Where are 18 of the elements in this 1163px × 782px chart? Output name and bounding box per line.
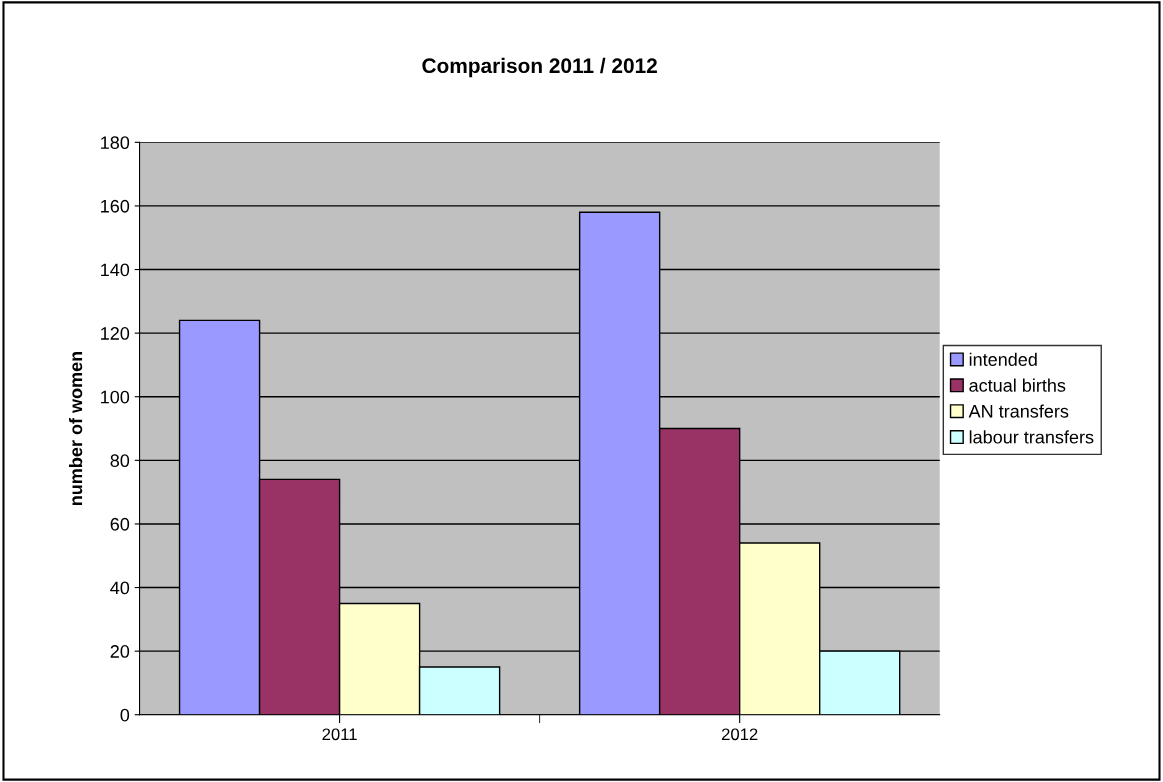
y-tick-label: 20 bbox=[110, 645, 130, 658]
y-tick-label: 0 bbox=[120, 708, 130, 722]
x-tick-label: 2012 bbox=[721, 728, 758, 741]
legend-label: AN transfers bbox=[968, 404, 1069, 418]
y-tick-label: 80 bbox=[110, 454, 130, 468]
legend-label: labour transfers bbox=[969, 430, 1094, 444]
y-tick-label: 140 bbox=[101, 263, 130, 277]
y-tick-label: 120 bbox=[101, 327, 130, 340]
y-tick-label: 180 bbox=[101, 136, 130, 150]
y-tick-label: 160 bbox=[101, 199, 130, 213]
y-axis-title: number of women bbox=[69, 351, 83, 506]
legend-label: actual births bbox=[969, 378, 1066, 392]
chart-title: Comparison 2011 / 2012 bbox=[422, 57, 657, 78]
legend-label: intended bbox=[969, 352, 1037, 366]
y-tick-label: 40 bbox=[110, 581, 130, 595]
x-tick-label: 2011 bbox=[322, 728, 357, 741]
y-tick-label: 60 bbox=[110, 517, 130, 531]
y-tick-label: 100 bbox=[101, 390, 130, 404]
